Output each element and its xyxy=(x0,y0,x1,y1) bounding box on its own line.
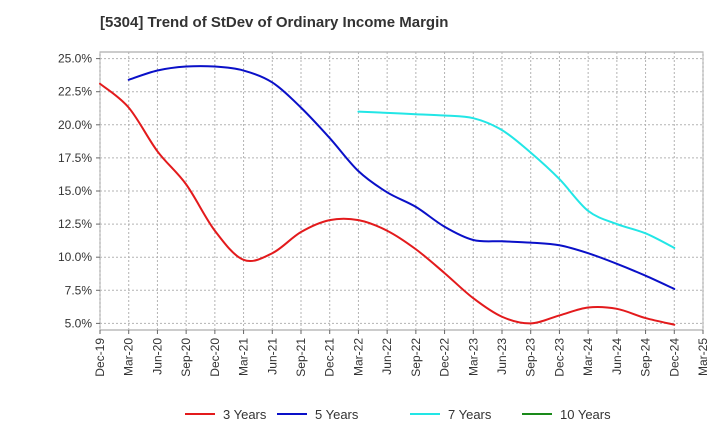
y-tick-label: 12.5% xyxy=(58,217,92,231)
x-tick-label: Jun-24 xyxy=(610,338,624,375)
x-tick-label: Dec-23 xyxy=(552,338,566,377)
series-line-3 xyxy=(357,110,676,249)
x-tick-label: Mar-21 xyxy=(237,338,251,376)
x-tick-label: Mar-20 xyxy=(122,338,136,376)
x-tick-label: Mar-25 xyxy=(696,338,710,376)
x-tick-label: Dec-19 xyxy=(93,338,107,377)
x-tick-label: Jun-21 xyxy=(265,338,279,375)
x-tick-label: Sep-21 xyxy=(294,338,308,377)
y-axis-ticks: 5.0% 7.5% 10.0% 12.5% 15.0% 17.5% 20.0% 22.5% 25… xyxy=(58,52,100,330)
y-tick-label: 22.5% xyxy=(58,85,92,99)
legend-label: 7 Years xyxy=(448,407,492,422)
x-tick-label: Jun-23 xyxy=(495,338,509,375)
x-tick-label: Sep-20 xyxy=(179,338,193,377)
y-tick-label: 5.0% xyxy=(65,316,93,330)
x-tick-label: Jun-20 xyxy=(150,338,164,375)
legend-label: 3 Years xyxy=(223,407,267,422)
x-tick-label: Jun-22 xyxy=(380,338,394,375)
x-tick-label: Sep-22 xyxy=(409,338,423,377)
series-lines xyxy=(99,65,676,326)
legend-label: 10 Years xyxy=(560,407,611,422)
x-tick-label: Dec-24 xyxy=(667,338,681,377)
y-tick-label: 7.5% xyxy=(65,283,93,297)
legend-label: 5 Years xyxy=(315,407,359,422)
chart-title: [5304] Trend of StDev of Ordinary Income… xyxy=(100,14,449,31)
x-tick-label: Mar-24 xyxy=(581,338,595,376)
series-line-2 xyxy=(127,65,676,290)
x-axis-ticks: Dec-19 Mar-20 Jun-20 Sep-20 Dec-20 Mar-21 Jun-… xyxy=(93,330,710,377)
x-tick-label: Mar-23 xyxy=(466,338,480,376)
y-tick-label: 10.0% xyxy=(58,250,92,264)
x-tick-label: Dec-20 xyxy=(208,338,222,377)
y-tick-label: 17.5% xyxy=(58,151,92,165)
x-tick-label: Dec-21 xyxy=(323,338,337,377)
x-tick-label: Sep-23 xyxy=(524,338,538,377)
y-tick-label: 20.0% xyxy=(58,118,92,132)
y-tick-label: 25.0% xyxy=(58,52,92,66)
legend: 3 Years 5 Years 7 Years 10 Years xyxy=(185,407,611,422)
grid-lines xyxy=(99,52,704,330)
x-tick-label: Mar-22 xyxy=(351,338,365,376)
x-tick-label: Dec-22 xyxy=(438,338,452,377)
y-tick-label: 15.0% xyxy=(58,184,92,198)
x-tick-label: Sep-24 xyxy=(639,338,653,377)
series-line-1 xyxy=(99,82,676,326)
